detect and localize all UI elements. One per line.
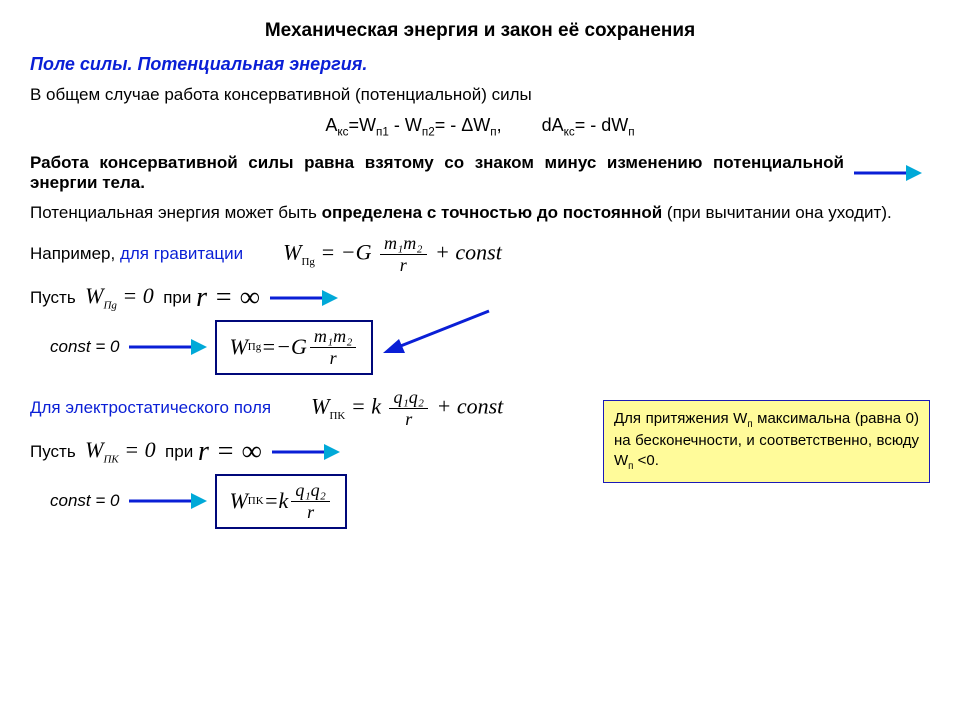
grav-result-row: const = 0 WПg = −G m₁m₂r — [50, 320, 930, 375]
note-box: Для притяжения Wп максимальна (равна 0) … — [603, 400, 930, 483]
grav-boxed-equation: WПg = −G m₁m₂r — [215, 320, 373, 375]
arrow-icon — [852, 162, 922, 184]
pointer-arrow-icon — [379, 307, 499, 357]
equation-1: Aкс=Wп1 - Wп2= - ΔWп, dAкс= - dWп — [30, 115, 930, 139]
arrow-icon — [268, 287, 338, 309]
arrow-icon — [127, 490, 207, 512]
gravitation-row: Например, для гравитации WПg = −G m₁m₂r … — [30, 233, 930, 276]
elec-equation-full: WПK = k q₁q₂r + const — [311, 387, 503, 430]
paragraph-1: В общем случае работа консервативной (по… — [30, 85, 930, 105]
arrow-icon — [270, 441, 340, 463]
section-subtitle: Поле силы. Потенциальная энергия. — [30, 54, 930, 75]
paragraph-2: Работа консервативной силы равна взятому… — [30, 153, 930, 193]
elec-boxed-equation: WПK = k q₁q₂r — [215, 474, 346, 529]
arrow-icon — [127, 336, 207, 358]
grav-equation-full: WПg = −G m₁m₂r + const — [283, 233, 502, 276]
paragraph-3: Потенциальная энергия может быть определ… — [30, 203, 930, 223]
page-title: Механическая энергия и закон её сохранен… — [30, 20, 930, 42]
